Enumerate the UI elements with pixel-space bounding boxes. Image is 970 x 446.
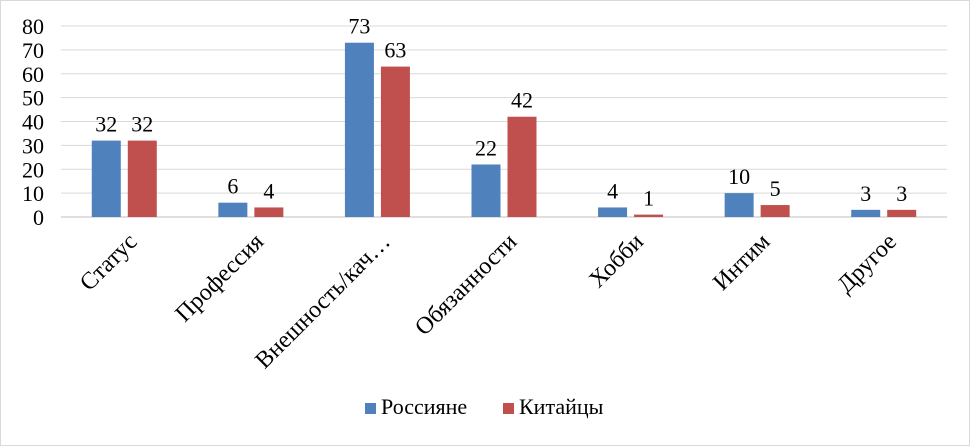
category-label: Обязанности <box>410 229 522 341</box>
data-label: 3 <box>860 181 871 206</box>
category-label: Интим <box>708 229 775 296</box>
data-label: 10 <box>728 164 750 189</box>
y-tick-label: 40 <box>22 110 44 135</box>
legend-label: Россияне <box>381 394 467 419</box>
bars <box>91 42 917 218</box>
legend-swatch <box>365 403 376 414</box>
bar-series1 <box>851 209 881 217</box>
data-label: 73 <box>348 14 370 39</box>
data-label: 32 <box>95 112 117 137</box>
data-label: 32 <box>131 112 153 137</box>
y-tick-label: 50 <box>22 86 44 111</box>
bar-series2 <box>380 66 410 218</box>
bar-series2 <box>887 209 917 217</box>
gridlines <box>61 25 947 218</box>
y-tick-label: 30 <box>22 133 44 158</box>
category-label: Профессия <box>171 229 270 328</box>
y-tick-label: 70 <box>22 38 44 63</box>
bar-series1 <box>344 42 374 218</box>
data-label: 42 <box>511 88 533 113</box>
data-label: 6 <box>227 174 238 199</box>
bar-series1 <box>91 140 121 217</box>
legend: Россияне Китайцы <box>365 394 604 419</box>
data-label: 4 <box>263 178 274 203</box>
data-label: 1 <box>643 186 654 211</box>
data-label: 22 <box>475 135 497 160</box>
bar-series2 <box>254 207 284 217</box>
data-label: 5 <box>770 176 781 201</box>
y-tick-label: 80 <box>22 14 44 39</box>
y-tick-label: 20 <box>22 157 44 182</box>
category-label: Внешность/кач… <box>251 229 396 374</box>
bar-series1 <box>598 207 628 217</box>
legend-label: Китайцы <box>519 394 604 419</box>
bar-series1 <box>471 164 501 217</box>
category-label: Хобби <box>584 229 649 294</box>
bar-series1 <box>724 193 754 217</box>
bar-series2 <box>127 140 157 217</box>
bar-series1 <box>218 202 248 217</box>
y-tick-label: 0 <box>33 205 44 230</box>
data-label: 3 <box>896 181 907 206</box>
y-tick-label: 60 <box>22 62 44 87</box>
bar-series2 <box>507 116 537 217</box>
data-label: 4 <box>607 178 618 203</box>
category-label: Статус <box>75 229 142 296</box>
y-tick-label: 10 <box>22 181 44 206</box>
bar-series2 <box>634 214 664 217</box>
bar-series2 <box>760 205 790 217</box>
legend-swatch <box>503 403 514 414</box>
data-label: 63 <box>384 38 406 63</box>
category-label: Другое <box>832 229 901 298</box>
